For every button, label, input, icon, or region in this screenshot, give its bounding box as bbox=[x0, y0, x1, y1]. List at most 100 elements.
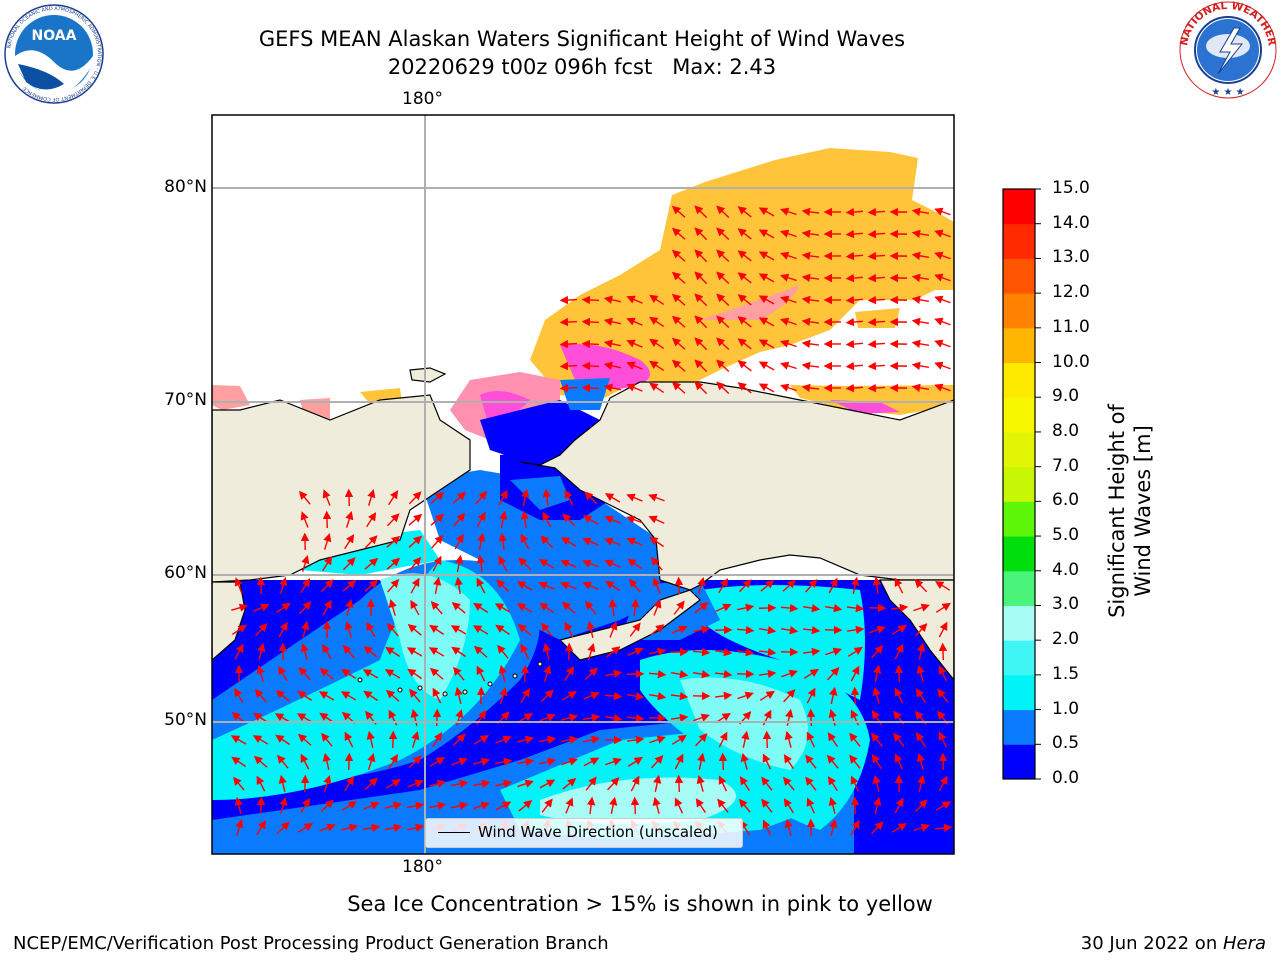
footer-credit: NCEP/EMC/Verification Post Processing Pr… bbox=[13, 933, 609, 954]
wind-wave-arrow bbox=[581, 317, 600, 327]
wind-wave-arrow bbox=[386, 557, 401, 570]
wind-wave-arrow bbox=[694, 602, 709, 614]
wind-wave-arrow bbox=[694, 315, 708, 329]
wind-wave-arrow bbox=[652, 577, 661, 594]
wind-wave-arrow bbox=[718, 775, 728, 792]
wind-wave-arrow bbox=[450, 625, 467, 635]
colorbar-segment bbox=[1003, 293, 1035, 329]
wind-wave-arrow bbox=[716, 249, 730, 263]
wind-wave-arrow bbox=[542, 488, 552, 507]
wind-wave-arrow bbox=[540, 689, 554, 703]
wind-wave-arrow bbox=[451, 646, 467, 658]
wind-wave-arrow bbox=[846, 625, 865, 635]
wind-wave-arrow bbox=[870, 821, 884, 835]
wind-wave-arrow bbox=[914, 799, 928, 813]
wind-wave-arrow bbox=[407, 668, 423, 680]
wind-wave-arrow bbox=[934, 295, 951, 304]
wind-wave-arrow bbox=[649, 294, 665, 306]
wind-wave-arrow bbox=[762, 753, 772, 770]
wind-wave-arrow bbox=[318, 691, 335, 701]
wind-wave-arrow bbox=[279, 577, 288, 594]
wind-wave-arrow bbox=[562, 513, 576, 527]
wind-wave-arrow bbox=[539, 779, 556, 789]
wind-wave-arrow bbox=[716, 359, 730, 373]
wind-wave-arrow bbox=[935, 602, 951, 613]
wind-wave-arrow bbox=[849, 754, 861, 769]
wind-wave-arrow bbox=[473, 757, 491, 766]
lat-label-50: 50°N bbox=[164, 710, 207, 730]
wind-wave-arrow bbox=[606, 646, 621, 658]
wind-wave-arrow bbox=[494, 603, 511, 613]
wind-wave-arrow bbox=[473, 735, 489, 745]
wind-wave-arrow bbox=[408, 491, 422, 505]
wind-wave-arrow bbox=[760, 579, 775, 592]
wind-wave-arrow bbox=[758, 361, 775, 371]
wind-wave-arrow bbox=[517, 757, 535, 766]
wind-wave-arrow bbox=[432, 732, 442, 748]
wind-wave-arrow bbox=[801, 229, 820, 239]
wind-wave-arrow bbox=[429, 757, 445, 767]
wind-wave-arrow bbox=[938, 665, 948, 682]
wind-wave-arrow bbox=[850, 665, 860, 682]
wind-wave-arrow bbox=[761, 798, 773, 813]
wind-wave-arrow bbox=[626, 383, 643, 392]
wind-wave-arrow bbox=[296, 713, 313, 723]
wind-wave-arrow bbox=[386, 622, 399, 637]
wind-wave-arrow bbox=[497, 644, 509, 659]
wind-wave-arrow bbox=[278, 774, 287, 792]
wind-wave-arrow bbox=[917, 642, 926, 660]
wind-wave-arrow bbox=[845, 207, 864, 217]
wind-wave-arrow bbox=[715, 712, 731, 723]
wind-wave-arrow bbox=[476, 511, 486, 528]
wind-wave-arrow bbox=[867, 295, 886, 305]
wind-wave-arrow bbox=[894, 577, 904, 594]
wind-wave-arrow bbox=[649, 647, 667, 656]
wind-wave-arrow bbox=[737, 360, 752, 372]
wind-wave-arrow bbox=[738, 798, 751, 813]
colorbar-segment bbox=[1003, 640, 1035, 676]
wind-wave-arrow bbox=[934, 823, 953, 833]
colorbar bbox=[1002, 188, 1041, 780]
wind-wave-arrow bbox=[584, 667, 598, 681]
wind-wave-arrow bbox=[604, 537, 621, 546]
wind-wave-arrow bbox=[322, 489, 331, 506]
colorbar-tick-label: 9.0 bbox=[1052, 386, 1080, 407]
lat-label-80: 80°N bbox=[164, 177, 207, 197]
wind-wave-arrow bbox=[604, 515, 621, 524]
wind-wave-arrow bbox=[801, 273, 820, 283]
wind-wave-arrow bbox=[585, 776, 597, 791]
wind-wave-arrow bbox=[517, 779, 534, 788]
footer-date: 30 Jun 2022 on Hera bbox=[1081, 933, 1266, 954]
wind-wave-arrow bbox=[322, 556, 333, 572]
wind-wave-arrow bbox=[716, 337, 730, 351]
colorbar-segment bbox=[1003, 223, 1035, 259]
wind-wave-arrow bbox=[847, 646, 863, 657]
wind-wave-arrow bbox=[671, 227, 686, 240]
wind-wave-arrow bbox=[582, 559, 599, 568]
wind-wave-arrow bbox=[451, 801, 469, 810]
wind-wave-arrow bbox=[626, 339, 643, 348]
wind-wave-arrow bbox=[630, 775, 640, 792]
wind-wave-arrow bbox=[385, 779, 401, 789]
wind-wave-arrow bbox=[498, 555, 508, 572]
wind-wave-arrow bbox=[564, 489, 574, 506]
wind-wave-arrow bbox=[564, 621, 574, 638]
wind-wave-arrow bbox=[714, 648, 733, 657]
colorbar-segment bbox=[1003, 466, 1035, 502]
colorbar-tick-label: 15.0 bbox=[1052, 178, 1090, 198]
wind-wave-arrow bbox=[517, 623, 532, 636]
colorbar-segment bbox=[1003, 536, 1035, 572]
wind-wave-arrow bbox=[938, 621, 948, 638]
wind-wave-arrow bbox=[780, 626, 799, 635]
lat-label-70: 70°N bbox=[164, 390, 207, 410]
wind-wave-arrow bbox=[385, 801, 403, 810]
wind-wave-arrow bbox=[603, 317, 621, 326]
wind-wave-arrow bbox=[934, 581, 951, 591]
wind-wave-arrow bbox=[911, 229, 930, 238]
wind-wave-arrow bbox=[253, 755, 268, 768]
wind-wave-arrow bbox=[935, 801, 952, 811]
wind-wave-arrow bbox=[670, 713, 689, 723]
wind-wave-arrow bbox=[407, 624, 422, 636]
wind-wave-arrow bbox=[626, 735, 645, 745]
wind-wave-arrow bbox=[762, 730, 772, 749]
